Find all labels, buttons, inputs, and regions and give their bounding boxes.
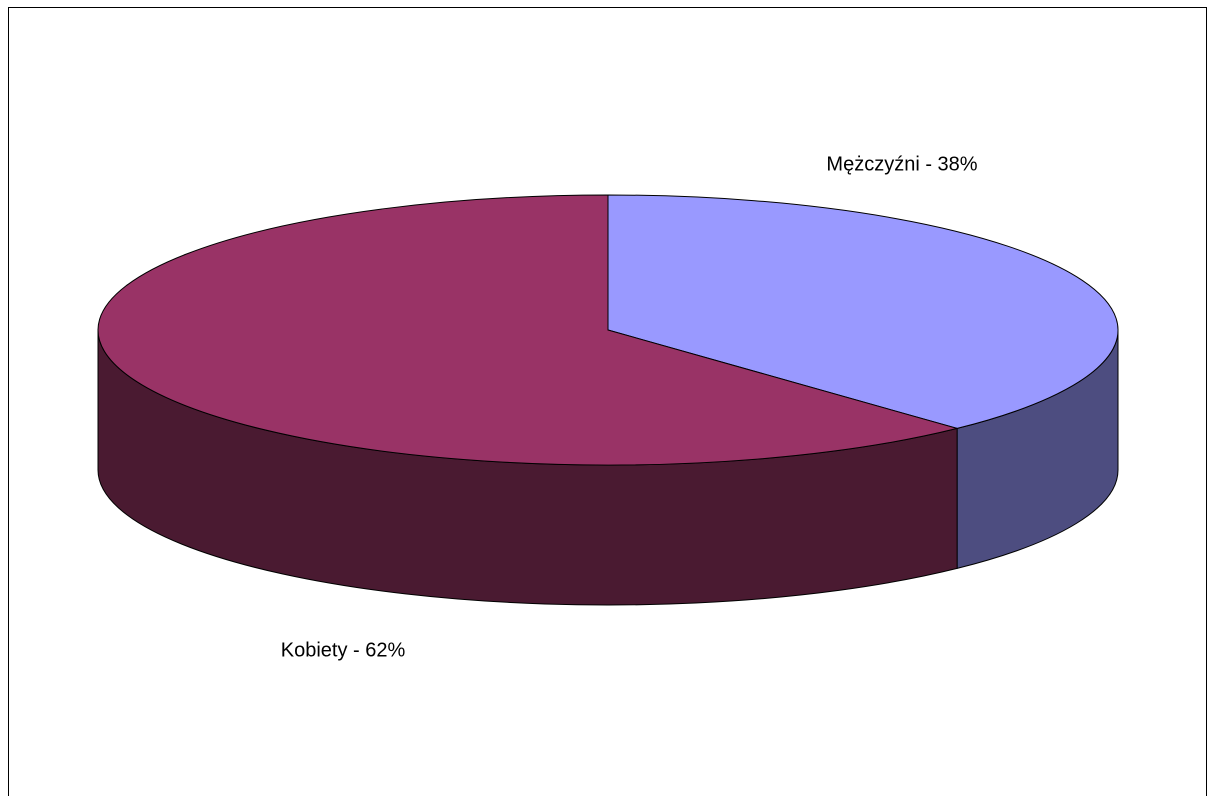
pie-slice [97, 194, 960, 466]
slice-label: Mężczyźni - 38% [826, 153, 977, 175]
slice-label: Kobiety - 62% [281, 639, 406, 661]
pie-slice [607, 194, 1119, 429]
